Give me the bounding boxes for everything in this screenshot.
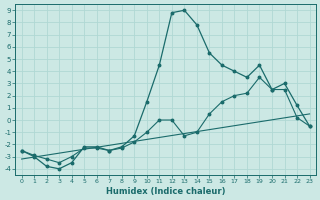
X-axis label: Humidex (Indice chaleur): Humidex (Indice chaleur) <box>106 187 225 196</box>
